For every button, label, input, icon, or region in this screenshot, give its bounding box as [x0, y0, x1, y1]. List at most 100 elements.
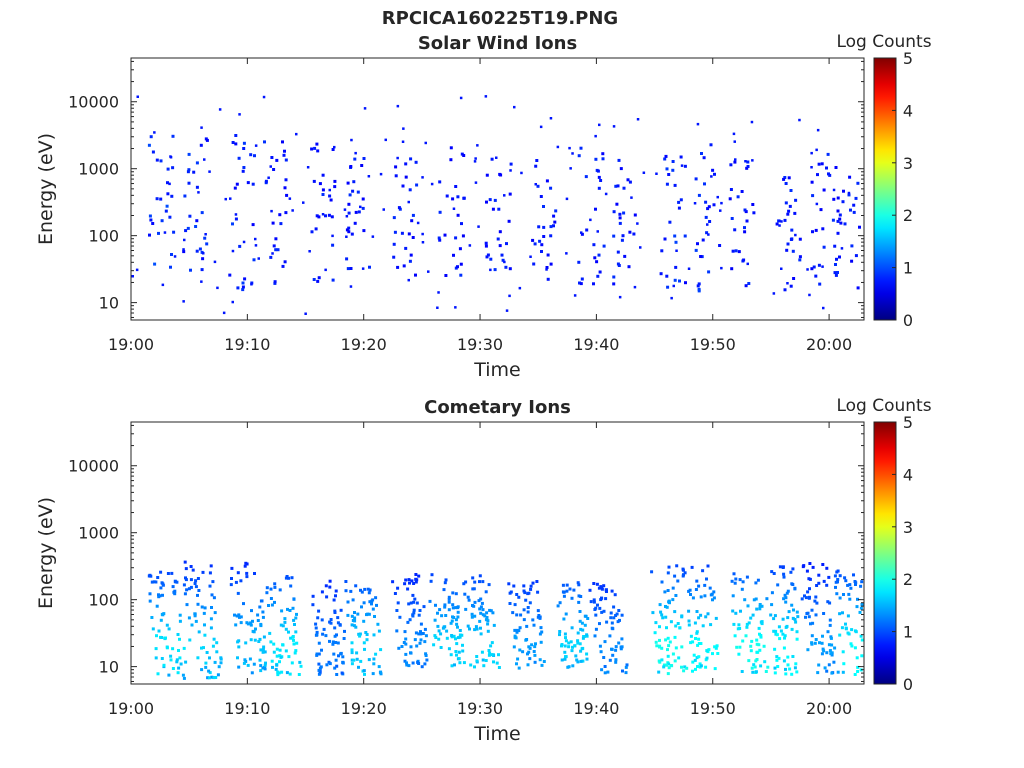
- data-cell: [165, 646, 169, 650]
- data-cell: [171, 647, 175, 651]
- data-cell: [545, 179, 549, 183]
- data-cell: [170, 194, 174, 198]
- data-cell: [572, 588, 576, 592]
- data-cell: [239, 579, 243, 583]
- data-cell: [443, 625, 447, 629]
- data-cell: [350, 138, 353, 142]
- data-cell: [392, 255, 396, 259]
- data-cell: [697, 616, 701, 620]
- data-cell: [580, 621, 584, 625]
- data-cell: [561, 590, 565, 594]
- data-cell: [734, 577, 738, 581]
- data-cell: [783, 288, 787, 292]
- data-cell: [840, 247, 844, 250]
- data-cell: [689, 634, 693, 638]
- data-cell: [517, 595, 521, 599]
- data-cell: [860, 654, 864, 658]
- data-cell: [412, 582, 416, 585]
- data-cell: [265, 591, 269, 595]
- data-cell: [507, 582, 511, 586]
- data-cell: [783, 176, 787, 179]
- data-cell: [344, 580, 348, 583]
- data-cell: [513, 628, 517, 632]
- data-cell: [318, 182, 322, 186]
- data-cell: [149, 135, 153, 139]
- data-cell: [444, 578, 448, 582]
- data-cell: [193, 582, 197, 585]
- data-cell: [784, 625, 788, 629]
- data-cell: [514, 636, 518, 640]
- data-cell: [404, 652, 408, 656]
- data-cell: [521, 650, 525, 654]
- data-cell: [683, 571, 687, 575]
- data-cell: [614, 660, 618, 664]
- data-cell: [829, 652, 833, 656]
- data-cell: [200, 646, 203, 650]
- data-cell: [697, 655, 701, 659]
- data-cell: [377, 629, 381, 633]
- data-cell: [659, 610, 663, 614]
- data-cell: [636, 118, 640, 121]
- data-cell: [673, 234, 677, 238]
- data-cell: [696, 122, 700, 126]
- data-cell: [334, 589, 338, 593]
- data-cell: [733, 634, 737, 638]
- data-cell: [152, 580, 156, 584]
- x-tick-label: 20:00: [806, 699, 852, 718]
- data-cell: [246, 622, 250, 626]
- data-cell: [664, 154, 668, 158]
- data-cell: [594, 207, 597, 211]
- data-cell: [167, 673, 171, 677]
- data-cell: [602, 244, 606, 248]
- data-cell: [737, 250, 741, 254]
- data-cell: [700, 255, 704, 259]
- data-cell: [479, 597, 483, 601]
- data-cell: [407, 602, 411, 606]
- data-cell: [244, 641, 248, 645]
- data-cell: [830, 643, 834, 647]
- data-cell: [420, 665, 424, 669]
- data-cell: [825, 651, 829, 655]
- data-cell: [793, 666, 797, 670]
- data-cell: [695, 579, 699, 583]
- data-cell: [316, 279, 320, 283]
- data-cell: [804, 596, 808, 600]
- data-cell: [219, 656, 223, 660]
- data-cell: [457, 650, 461, 654]
- data-cell: [601, 157, 605, 161]
- data-cell: [518, 286, 522, 290]
- data-cell: [689, 641, 693, 645]
- data-cell: [253, 154, 256, 158]
- data-cell: [691, 669, 694, 673]
- data-cell: [834, 263, 837, 266]
- data-cell: [743, 226, 746, 230]
- data-cell: [585, 228, 589, 232]
- data-cell: [407, 200, 410, 204]
- data-cell: [847, 191, 851, 195]
- data-cell: [379, 670, 383, 674]
- data-cell: [497, 666, 501, 669]
- data-cell: [738, 645, 742, 649]
- data-cell: [159, 618, 163, 622]
- data-cell: [197, 191, 200, 194]
- data-cell: [580, 277, 584, 281]
- data-cell: [665, 626, 668, 630]
- data-cell: [533, 242, 537, 246]
- data-cell: [826, 600, 830, 604]
- data-cell: [234, 217, 238, 221]
- data-cell: [716, 652, 720, 655]
- data-cell: [672, 284, 675, 288]
- data-cell: [680, 645, 684, 649]
- data-cell: [565, 583, 569, 587]
- data-cell: [579, 649, 583, 653]
- data-cell: [267, 604, 270, 607]
- data-cell: [182, 583, 186, 587]
- data-cell: [315, 142, 319, 146]
- data-cell: [565, 589, 569, 593]
- data-cell: [350, 662, 354, 666]
- data-cell: [189, 578, 193, 582]
- data-cell: [603, 671, 607, 675]
- data-cell: [177, 666, 181, 670]
- data-cell: [347, 226, 351, 230]
- data-cell: [189, 585, 193, 589]
